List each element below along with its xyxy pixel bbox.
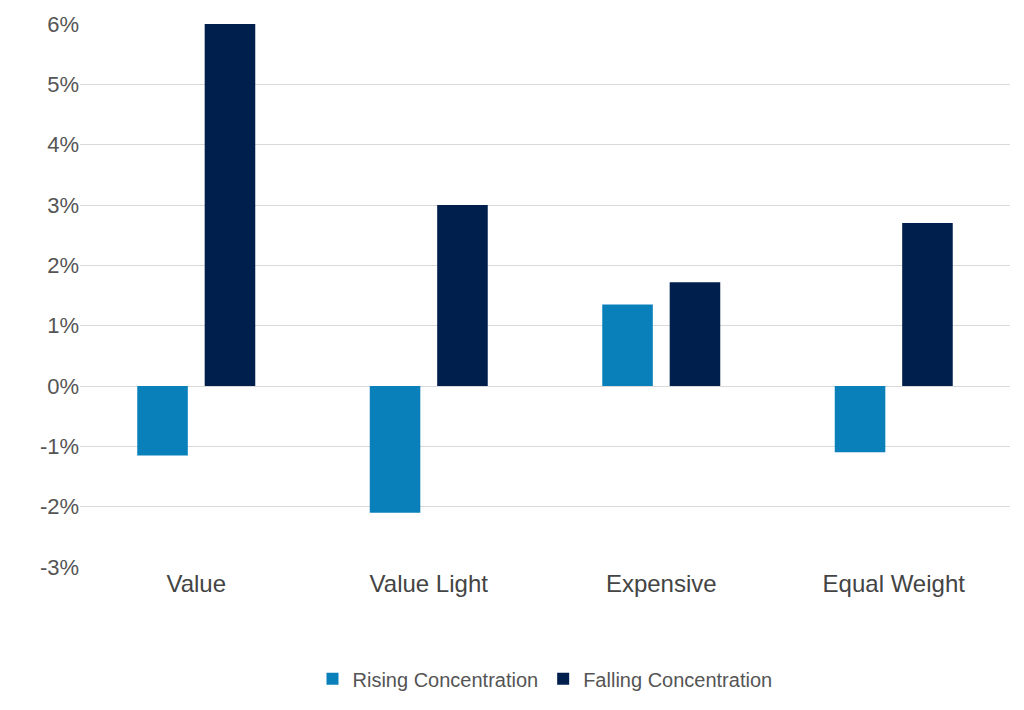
svg-text:0%: 0% bbox=[47, 374, 79, 399]
svg-text:5%: 5% bbox=[47, 72, 79, 97]
svg-text:-1%: -1% bbox=[40, 434, 79, 459]
svg-text:2%: 2% bbox=[47, 253, 79, 278]
svg-text:1%: 1% bbox=[47, 313, 79, 338]
svg-text:6%: 6% bbox=[47, 12, 79, 37]
svg-text:Falling Concentration: Falling Concentration bbox=[583, 669, 772, 691]
svg-text:Value Light: Value Light bbox=[370, 570, 489, 597]
svg-text:-3%: -3% bbox=[40, 555, 79, 580]
svg-text:Value: Value bbox=[166, 570, 226, 597]
svg-text:Expensive: Expensive bbox=[606, 570, 717, 597]
svg-text:4%: 4% bbox=[47, 132, 79, 157]
svg-text:Equal Weight: Equal Weight bbox=[823, 570, 966, 597]
svg-text:3%: 3% bbox=[47, 193, 79, 218]
svg-text:Rising Concentration: Rising Concentration bbox=[353, 669, 539, 691]
svg-text:-2%: -2% bbox=[40, 494, 79, 519]
